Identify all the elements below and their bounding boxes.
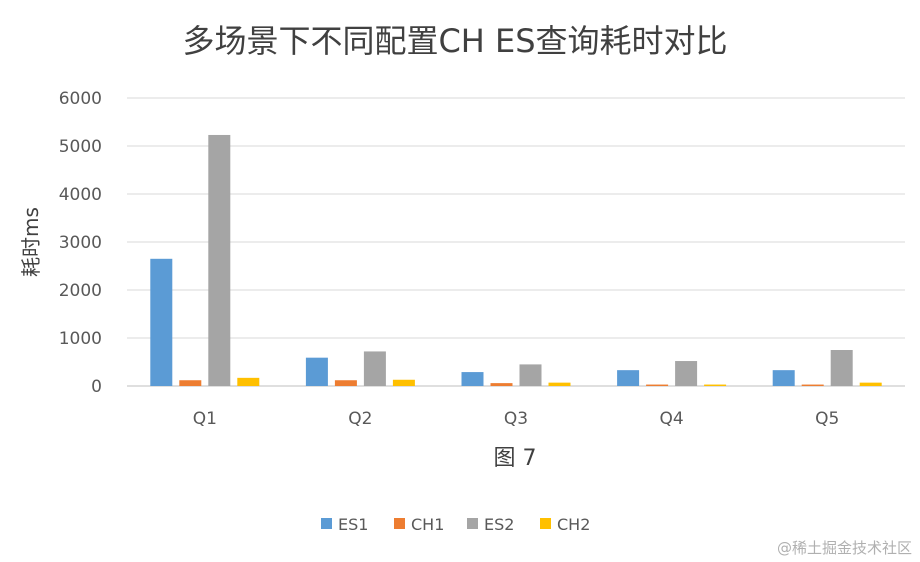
x-tick-label: Q1 bbox=[193, 409, 217, 429]
y-axis-title: 耗时ms bbox=[19, 207, 43, 277]
x-tick-label: Q4 bbox=[659, 409, 683, 429]
gridlines bbox=[127, 97, 905, 387]
legend-label-es1: ES1 bbox=[338, 515, 368, 534]
legend: ES1 CH1 ES2 CH2 bbox=[321, 515, 590, 534]
bar-ch1-q1 bbox=[179, 380, 202, 386]
legend-label-es2: ES2 bbox=[484, 515, 514, 534]
legend-swatch-es1 bbox=[321, 518, 332, 529]
bar-es1-q1 bbox=[150, 258, 173, 386]
chart-title: 多场景下不同配置CH ES查询耗时对比 bbox=[182, 22, 727, 60]
x-tick-label: Q2 bbox=[348, 409, 372, 429]
bar-es1-q4 bbox=[617, 370, 640, 386]
bar-es2-q1 bbox=[208, 134, 231, 386]
legend-label-ch1: CH1 bbox=[411, 515, 444, 534]
bar-es2-q2 bbox=[363, 351, 386, 386]
y-tick-label: 4000 bbox=[59, 185, 102, 205]
x-tick-label: Q5 bbox=[815, 409, 839, 429]
y-tick-label: 6000 bbox=[59, 89, 102, 109]
y-tick-label: 2000 bbox=[59, 281, 102, 301]
bar-ch1-q3 bbox=[490, 383, 513, 386]
x-axis-title: 图 7 bbox=[494, 446, 537, 471]
bar-ch1-q5 bbox=[801, 384, 824, 386]
bar-ch1-q2 bbox=[334, 380, 357, 386]
bar-ch2-q4 bbox=[704, 384, 727, 386]
bar-es2-q4 bbox=[675, 361, 698, 386]
legend-swatch-es2 bbox=[467, 518, 478, 529]
x-tick-label: Q3 bbox=[504, 409, 528, 429]
bars bbox=[150, 134, 882, 386]
legend-swatch-ch1 bbox=[394, 518, 405, 529]
bar-es1-q3 bbox=[461, 372, 484, 386]
bar-ch1-q4 bbox=[646, 384, 669, 386]
y-tick-label: 0 bbox=[91, 377, 102, 397]
y-axis-ticks: 0 1000 2000 3000 4000 5000 6000 bbox=[59, 89, 102, 397]
y-tick-label: 1000 bbox=[59, 329, 102, 349]
bar-es2-q5 bbox=[830, 350, 853, 386]
y-tick-label: 3000 bbox=[59, 233, 102, 253]
bar-es2-q3 bbox=[519, 364, 542, 386]
bar-ch2-q1 bbox=[237, 377, 260, 386]
bar-ch2-q5 bbox=[859, 382, 882, 386]
legend-label-ch2: CH2 bbox=[557, 515, 590, 534]
bar-ch2-q2 bbox=[392, 379, 415, 386]
x-axis-ticks: Q1 Q2 Q3 Q4 Q5 bbox=[193, 409, 840, 429]
bar-es1-q5 bbox=[772, 370, 795, 386]
bar-ch2-q3 bbox=[548, 382, 571, 386]
watermark: @稀土掘金技术社区 bbox=[777, 539, 912, 557]
legend-swatch-ch2 bbox=[540, 518, 551, 529]
y-tick-label: 5000 bbox=[59, 137, 102, 157]
bar-es1-q2 bbox=[305, 357, 328, 386]
